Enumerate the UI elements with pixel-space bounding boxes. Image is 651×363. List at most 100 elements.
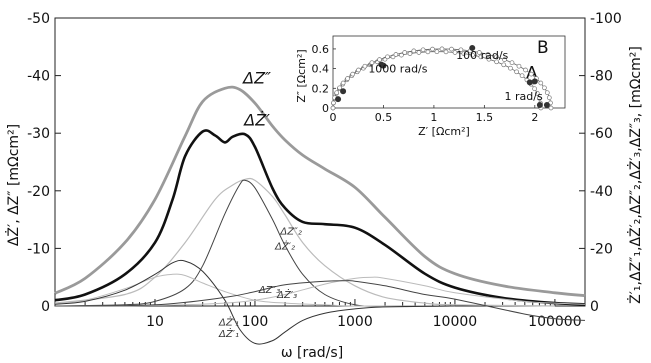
- series: [54, 85, 586, 345]
- inset-marker: [494, 54, 499, 60]
- inset-annotation-0: 100 rad/s: [456, 49, 508, 62]
- series-label-5: ΔŻ′₃: [276, 288, 297, 301]
- inset-curve-label-B: B: [537, 38, 549, 58]
- y-left-tick-label: -30: [27, 126, 50, 142]
- inset-marker: [494, 59, 499, 65]
- inset-marker: [546, 95, 552, 101]
- inset-marker: [331, 100, 336, 106]
- inset-highlight-point: [531, 78, 538, 85]
- plot-frame: [54, 17, 586, 307]
- y-right-tick-label: -20: [590, 241, 613, 257]
- series-labels: ΔZ″ ΔŻ′ ΔZ″₂ ΔŻ′₂ ΔZ″₃ΔŻ′₃ ΔŻ′₁ΔŻ′₁: [218, 69, 302, 340]
- y-right-tick-label: -60: [590, 126, 613, 142]
- inset-marker: [369, 60, 375, 66]
- inset-marker: [532, 86, 537, 92]
- inset-x-tick-label: 0: [330, 111, 337, 124]
- inset-marker: [514, 69, 519, 75]
- inset-marker: [508, 65, 513, 71]
- inset-highlight-point: [340, 88, 347, 95]
- inset-marker: [536, 95, 542, 101]
- inset-marker: [470, 52, 475, 58]
- series-line-6: [54, 276, 586, 307]
- inset-marker: [461, 51, 467, 56]
- inset-marker: [485, 52, 491, 57]
- inset-marker: [430, 46, 435, 52]
- inset-marker: [330, 105, 336, 111]
- series-label-4: ΔZ″₃: [258, 285, 280, 296]
- inset-marker: [385, 54, 390, 60]
- y-left-tick-label: -40: [27, 69, 50, 85]
- y-right-tick-label: -40: [590, 184, 613, 200]
- inset-marker: [548, 105, 554, 111]
- inset-marker: [509, 60, 515, 66]
- inset-marker: [337, 85, 342, 91]
- y-axis-right-title: Ż′₁,ΔZ″₁,ΔŻ′₂,ΔZ″₂,ΔŻ′₃,ΔZ″₃, [mΩcm²]: [626, 46, 644, 304]
- inset-x-tick-label: 2: [531, 111, 538, 124]
- inset-marker: [449, 46, 454, 52]
- inset-y-tick-label: 0.6: [312, 43, 330, 56]
- inset-marker: [420, 47, 426, 53]
- inset-marker: [501, 62, 507, 68]
- x-tick-label: 10: [146, 314, 164, 330]
- y-right-tick-label: -100: [590, 11, 622, 27]
- inset-y-tick-label: 0.4: [312, 63, 330, 76]
- inset-annotation-1: 1000 rad/s: [368, 63, 427, 76]
- inset-marker: [334, 90, 340, 96]
- series-line-1: [54, 129, 586, 306]
- y-left-tick-label: -50: [27, 11, 50, 27]
- inset-marker: [434, 49, 440, 55]
- x-tick-label: 10000: [433, 314, 478, 330]
- inset-marker: [411, 48, 417, 54]
- y-left-tick-label: 0: [41, 299, 50, 315]
- inset-marker: [486, 56, 492, 62]
- series-line-5: [54, 259, 455, 345]
- inset-marker: [516, 63, 522, 69]
- inset-highlight-point: [469, 44, 476, 51]
- x-tick-label: 1000: [337, 314, 373, 330]
- inset-marker: [544, 90, 550, 96]
- series-label-6: ΔŻ′₁: [218, 316, 239, 329]
- x-axis-title: ω [rad/s]: [281, 345, 343, 361]
- inset-highlight-point: [378, 61, 385, 68]
- inset-marker: [452, 50, 458, 55]
- inset-annotation-2: 1 rad/s: [505, 90, 543, 103]
- inset-marker: [416, 50, 422, 55]
- inset-y-axis-title: Z″ [Ωcm²]: [295, 49, 308, 102]
- inset-marker: [538, 80, 544, 86]
- inset-x-axis-title: Z′ [Ωcm²]: [418, 125, 470, 138]
- inset-highlight-point: [543, 102, 550, 109]
- inset-marker: [425, 49, 431, 55]
- inset-marker: [519, 73, 525, 79]
- inset-marker: [356, 67, 361, 73]
- inset-marker: [534, 91, 540, 96]
- inset-marker: [542, 85, 547, 91]
- inset-marker: [443, 49, 449, 55]
- inset-y-tick-label: 0.2: [312, 82, 330, 95]
- y-left-tick-label: -20: [27, 184, 50, 200]
- inset-marker: [377, 57, 382, 62]
- inset-x-tick-label: 1.5: [476, 111, 494, 124]
- inset-marker: [350, 71, 356, 77]
- inset-marker: [478, 54, 484, 60]
- inset-marker: [340, 80, 346, 86]
- y-axis-left-title: ΔŻ′, ΔZ″ [mΩcm²]: [4, 124, 22, 246]
- x-tick-label: 100: [242, 314, 269, 330]
- series-line-2: [54, 177, 555, 307]
- inset-frame: [332, 35, 566, 109]
- series-line-4: [54, 273, 455, 307]
- series-line-0: [54, 85, 586, 297]
- inset-x-tick-label: 1: [430, 111, 437, 124]
- y-left-tick-label: -10: [27, 241, 50, 257]
- inset-marker: [523, 67, 528, 73]
- inset-marker: [476, 50, 482, 55]
- inset-highlight-point: [536, 102, 543, 109]
- inset-highlight-point: [335, 96, 342, 103]
- series-label-0: ΔZ″: [241, 69, 271, 88]
- inset-marker: [393, 52, 399, 57]
- inset-marker: [528, 71, 534, 77]
- inset-marker: [458, 47, 464, 53]
- series-label-1: ΔŻ′: [242, 111, 270, 130]
- inset-x-tick-label: 0.5: [375, 111, 393, 124]
